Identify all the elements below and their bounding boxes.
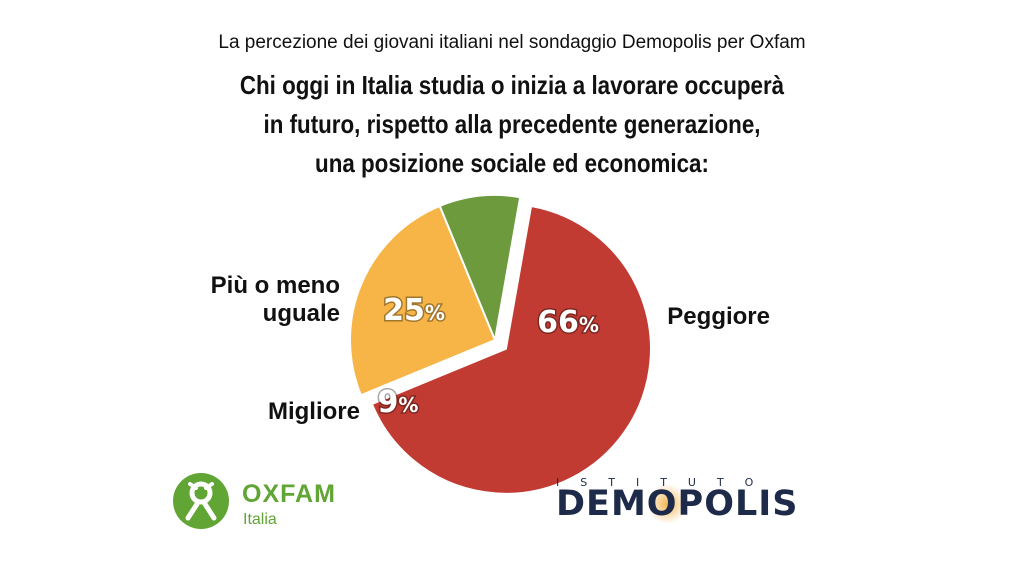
label-line: Più o meno — [210, 272, 340, 299]
category-label-peggiore: Peggiore — [600, 303, 770, 331]
category-label-migliore: Migliore — [200, 398, 360, 426]
title-line-3: una posizione sociale ed economica: — [315, 148, 709, 178]
title-line-2: in futuro, rispetto alla precedente gene… — [263, 109, 761, 139]
data-label-più-o-meno-uguale: 25% — [383, 293, 445, 328]
oxfam-sub: Italia — [243, 511, 277, 528]
label-line: Peggiore — [667, 303, 770, 330]
oxfam-person-icon — [173, 473, 229, 529]
chart-subtitle: La percezione dei giovani italiani nel s… — [218, 32, 806, 53]
demopolis-accent-glow — [647, 484, 687, 524]
demopolis-top-text: ISTITUTO — [556, 476, 775, 489]
label-line: Migliore — [267, 398, 360, 425]
demopolis-logo: ISTITUTO DEMOPOLIS — [556, 476, 816, 524]
pie-slice-migliore — [438, 194, 522, 344]
category-label-uguale: Più o meno uguale — [180, 272, 340, 328]
label-line: uguale — [262, 300, 340, 327]
oxfam-name: OXFAM — [242, 480, 336, 508]
data-label-migliore: 9% — [378, 385, 419, 420]
title-line-1: Chi oggi in Italia studia o inizia a lav… — [239, 70, 785, 100]
chart-title: Chi oggi in Italia studia o inizia a lav… — [72, 66, 953, 183]
demopolis-name: DEMOPOLIS — [556, 484, 799, 524]
data-label-peggiore: 66% — [537, 305, 599, 340]
pie-slice-peggiore — [370, 204, 652, 495]
oxfam-logo: OXFAM Italia — [172, 466, 352, 536]
